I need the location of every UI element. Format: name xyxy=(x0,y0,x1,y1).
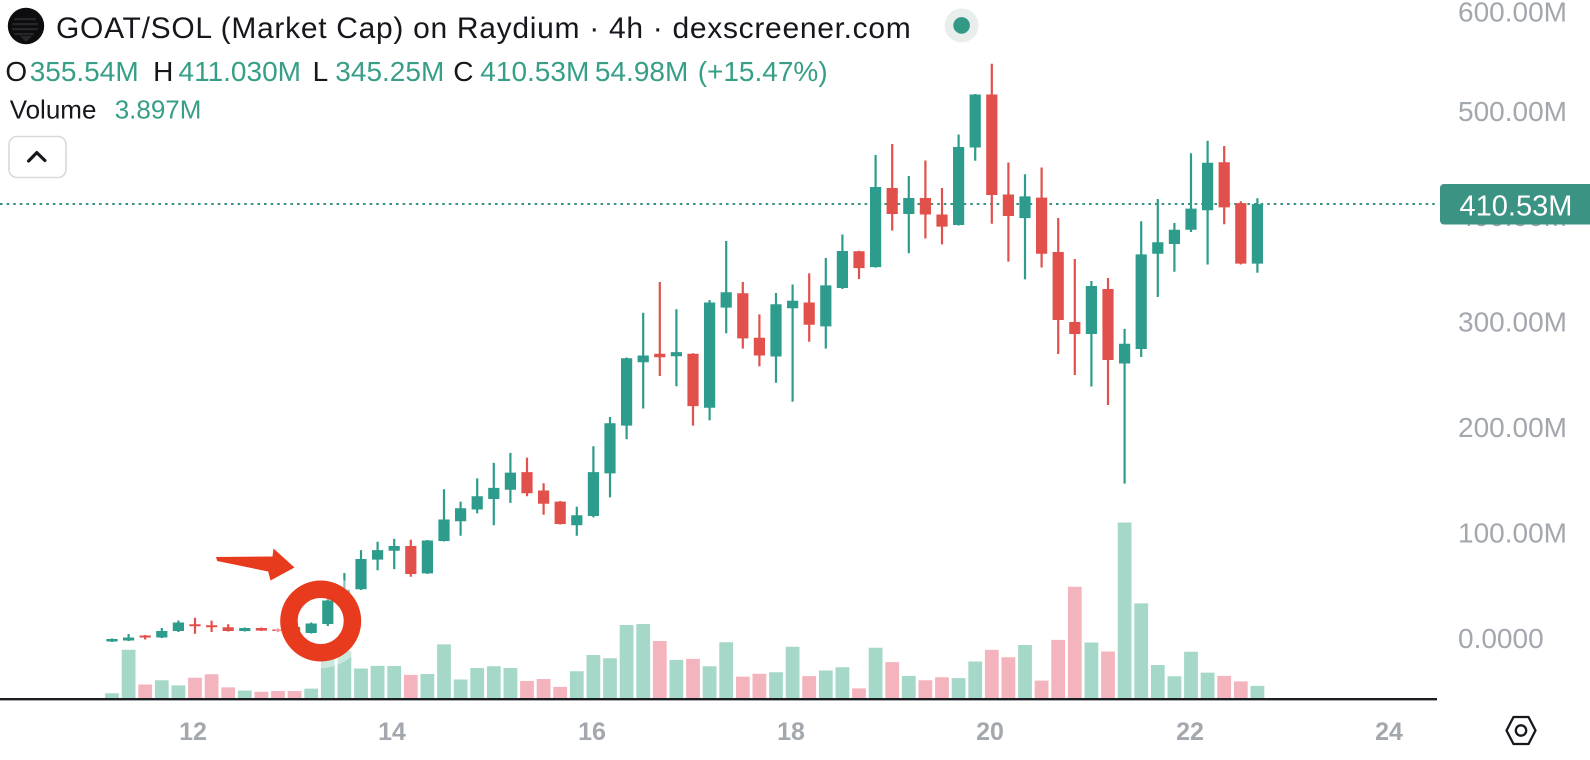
svg-text:20: 20 xyxy=(976,718,1004,746)
svg-text:18: 18 xyxy=(777,718,805,746)
svg-text:C: C xyxy=(453,56,473,87)
svg-text:22: 22 xyxy=(1176,718,1204,746)
svg-text:300.00M: 300.00M xyxy=(1458,306,1567,337)
svg-text:600.00M: 600.00M xyxy=(1458,0,1567,28)
svg-text:411.030M: 411.030M xyxy=(179,56,301,87)
svg-text:200.00M: 200.00M xyxy=(1458,412,1567,443)
svg-text:(+15.47%): (+15.47%) xyxy=(698,56,828,87)
svg-text:54.98M: 54.98M xyxy=(595,56,688,87)
svg-text:14: 14 xyxy=(378,718,406,746)
svg-text:24: 24 xyxy=(1375,718,1403,746)
svg-text:O: O xyxy=(5,56,27,87)
svg-text:L: L xyxy=(313,56,329,87)
svg-text:0.0000: 0.0000 xyxy=(1458,623,1544,654)
svg-text:410.53M: 410.53M xyxy=(480,56,589,87)
svg-text:H: H xyxy=(153,56,173,87)
svg-text:GOAT/SOL (Market Cap) on Raydi: GOAT/SOL (Market Cap) on Raydium · 4h · … xyxy=(56,12,911,45)
svg-text:12: 12 xyxy=(179,718,207,746)
svg-text:100.00M: 100.00M xyxy=(1458,518,1567,549)
svg-text:345.25M: 345.25M xyxy=(335,56,444,87)
svg-text:500.00M: 500.00M xyxy=(1458,96,1567,127)
svg-text:410.53M: 410.53M xyxy=(1460,191,1573,223)
svg-text:Volume: Volume xyxy=(10,95,97,125)
svg-text:355.54M: 355.54M xyxy=(30,56,139,87)
svg-text:3.897M: 3.897M xyxy=(115,95,202,125)
svg-text:16: 16 xyxy=(578,718,606,746)
